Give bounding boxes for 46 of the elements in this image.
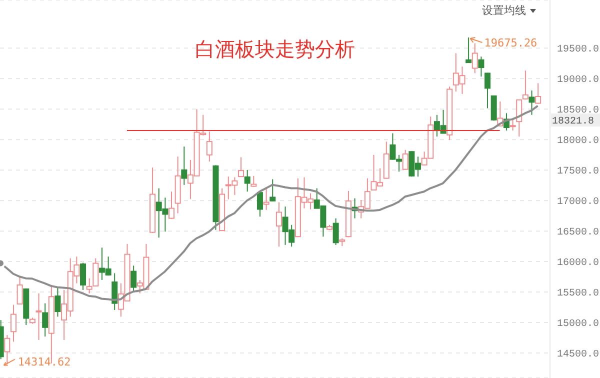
candlestick	[16, 276, 23, 305]
annotation: 设置均线	[482, 3, 526, 18]
candlestick	[42, 302, 48, 338]
y-tick-label: 14500.0	[557, 350, 600, 361]
candlestick	[522, 70, 528, 100]
candlestick	[54, 286, 61, 318]
y-tick-label: 16500.0	[557, 228, 600, 239]
y-tick-label: 15000.0	[557, 319, 600, 330]
y-tick-label: 18000.0	[557, 136, 600, 148]
annotation: 14314.62	[18, 355, 71, 368]
candlestick	[510, 119, 516, 132]
annotation: 19675.26	[484, 36, 538, 50]
y-tick-label: 15500.0	[557, 288, 600, 300]
candlestick	[256, 192, 263, 218]
candlestick	[130, 265, 137, 292]
y-tick-label: 19500.0	[557, 44, 600, 56]
candlestick	[466, 36, 472, 64]
candlestick	[10, 304, 16, 342]
candlestick	[206, 131, 212, 162]
candlestick	[168, 191, 174, 220]
candlestick	[478, 56, 484, 78]
candlestick	[276, 202, 282, 248]
candlestick	[36, 292, 42, 341]
text: 18321.8	[552, 116, 594, 128]
text: 白酒板块走势分析	[195, 37, 355, 61]
candlestick	[484, 72, 491, 109]
candlestick	[270, 178, 276, 202]
candlestick	[528, 90, 535, 116]
y-tick-label: 19000.0	[557, 75, 600, 86]
candlestick	[244, 169, 250, 192]
candlestick	[472, 42, 478, 74]
candlestick	[535, 82, 542, 104]
candlestick	[4, 334, 10, 365]
candlestick	[80, 262, 86, 290]
candlestick	[263, 186, 270, 210]
candlestick	[516, 99, 522, 138]
y-tick-label: 16000.0	[557, 258, 600, 270]
candlestick	[112, 272, 118, 310]
candlestick	[332, 218, 339, 246]
candlestick	[181, 146, 188, 186]
y-tick-label: 17000.0	[557, 197, 600, 208]
candlestick	[238, 156, 244, 178]
candlestick	[402, 149, 408, 170]
candlestick	[250, 175, 257, 188]
y-tick-label: 17500.0	[557, 166, 600, 178]
y-tick-label: 18500.0	[557, 106, 600, 117]
